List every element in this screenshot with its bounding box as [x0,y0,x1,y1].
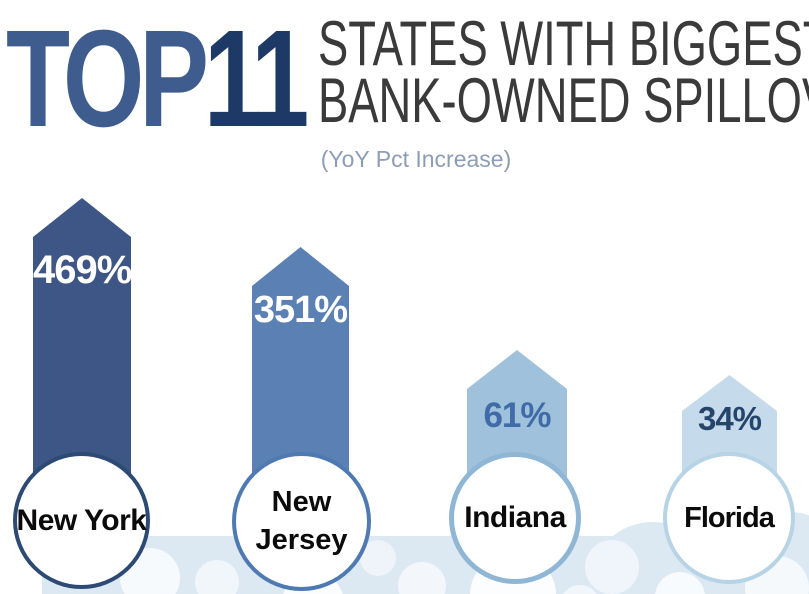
title-line-1: STATES WITH BIGGEST [318,9,809,79]
state-circle-new-york: New York [13,452,150,589]
state-name-florida: Florida [684,501,775,534]
title-line-2: BANK-OWNED SPILLOVER [318,66,809,136]
bubble [398,562,446,594]
top11-wordmark: TOP11 [6,10,309,148]
value-label-indiana: 61% [483,396,551,435]
top-number: 11 [203,2,310,156]
bubble [560,585,600,594]
value-label-new-york: 469% [33,248,132,292]
state-name-indiana: Indiana [464,501,566,534]
top-word: TOP [6,2,209,156]
bubble [195,560,239,594]
state-name-new-york: New York [16,503,147,537]
subtitle-yoy-pct-increase: (YoY Pct Increase) [320,146,512,172]
bubble [655,572,705,594]
value-label-new-jersey: 351% [253,289,348,331]
state-name-new-jersey: New Jersey [255,485,348,556]
value-label-florida: 34% [697,400,762,437]
state-circle-new-jersey: New Jersey [232,452,371,591]
bubble [585,540,639,594]
main-title: STATES WITH BIGGEST BANK-OWNED SPILLOVER [318,9,809,136]
state-circle-florida: Florida [663,452,795,584]
state-circle-indiana: Indiana [449,452,581,584]
